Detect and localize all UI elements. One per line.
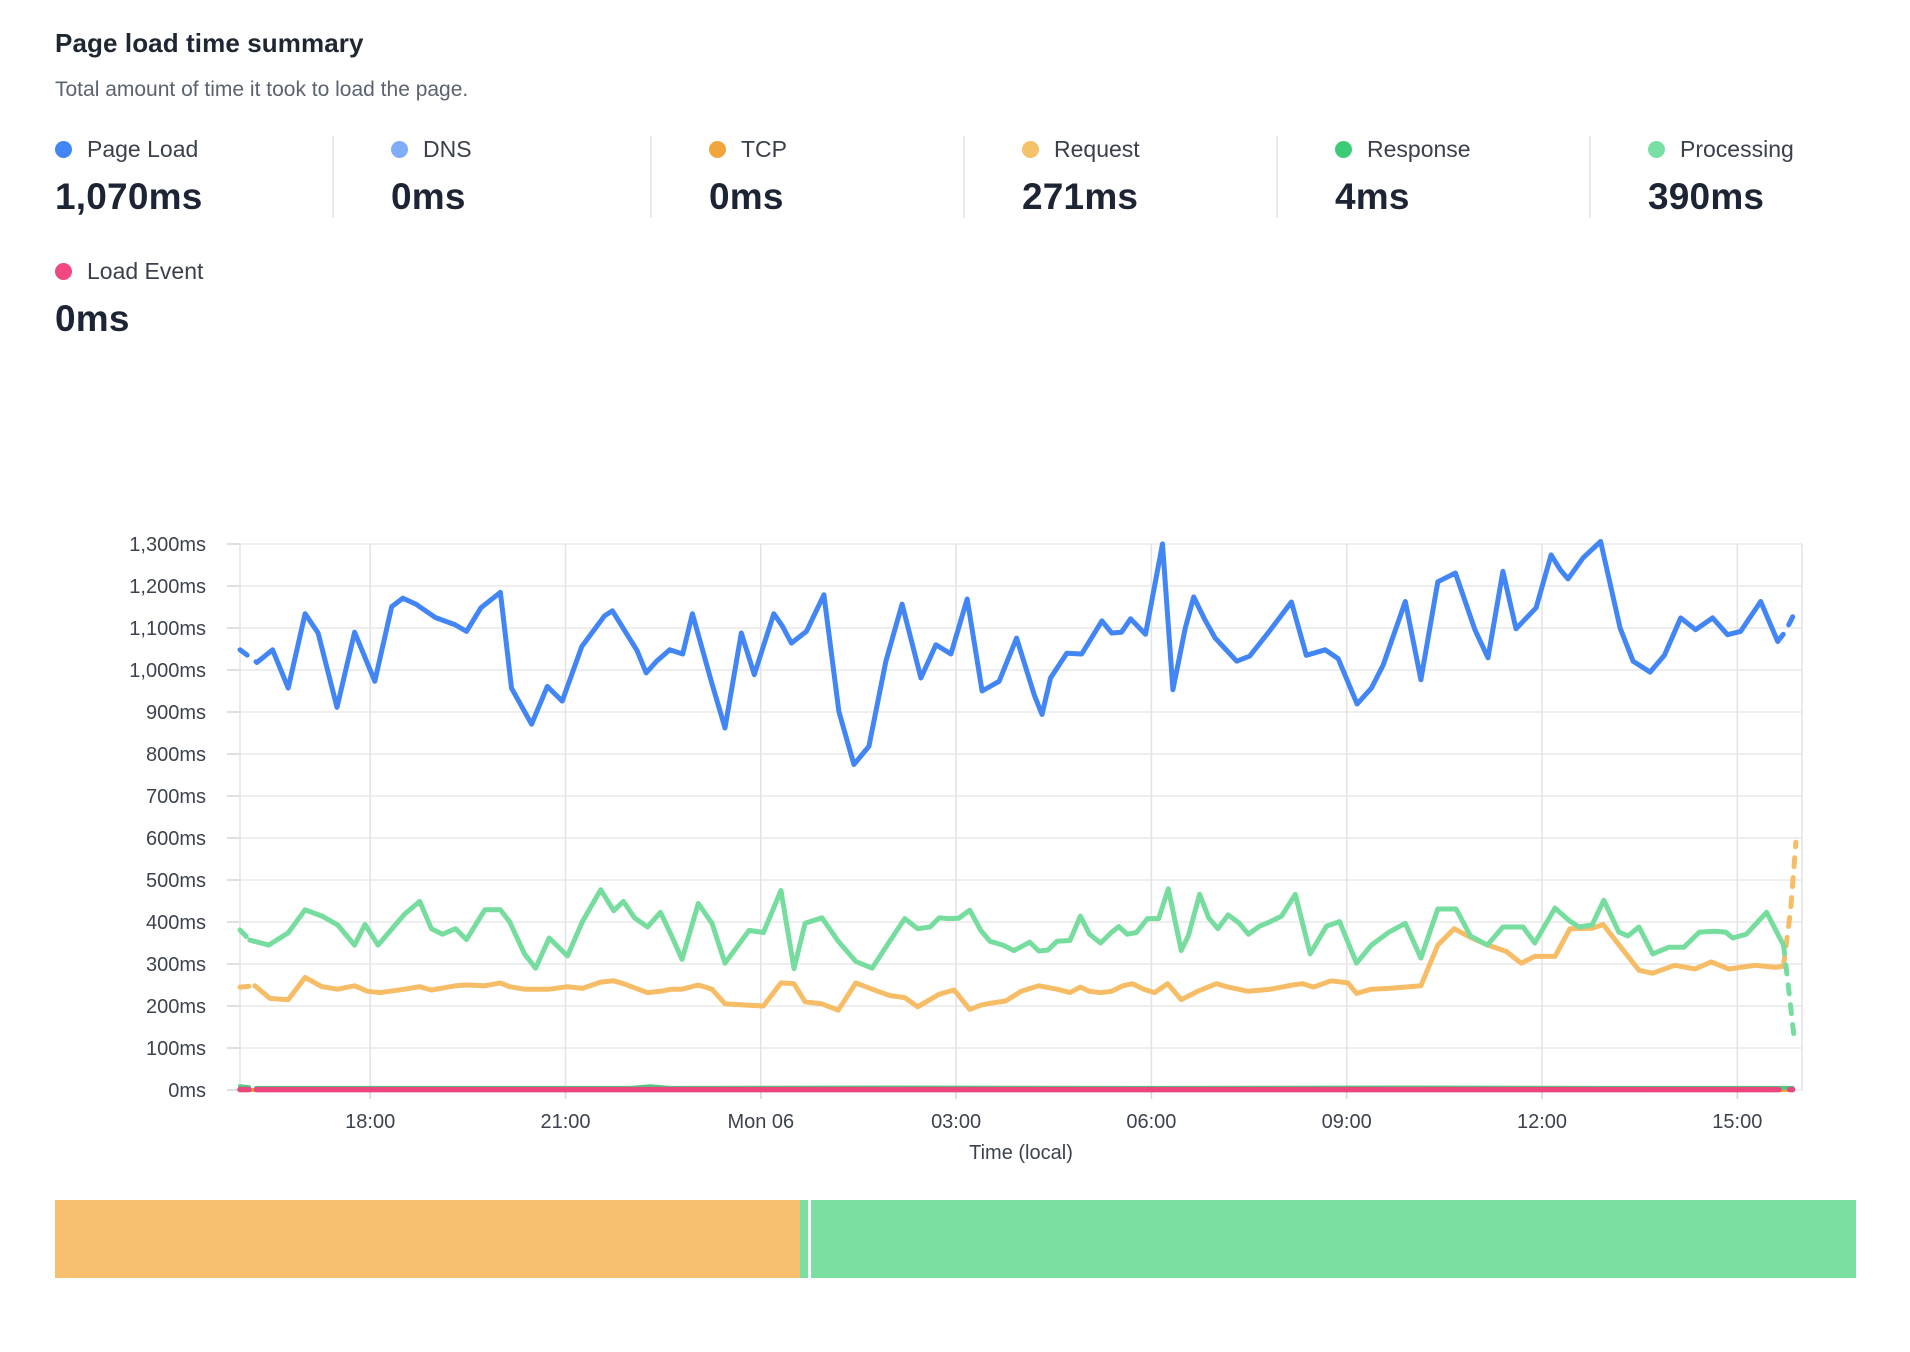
svg-text:21:00: 21:00 xyxy=(540,1111,590,1133)
svg-text:900ms: 900ms xyxy=(146,702,206,724)
metric-value: 0ms xyxy=(709,176,784,217)
svg-text:09:00: 09:00 xyxy=(1322,1111,1372,1133)
timeline-phase-bar[interactable] xyxy=(55,1200,1856,1278)
metric-label: TCP xyxy=(741,136,787,162)
svg-text:1,300ms: 1,300ms xyxy=(129,534,206,556)
svg-text:1,000ms: 1,000ms xyxy=(129,660,206,682)
svg-text:200ms: 200ms xyxy=(146,996,206,1018)
bar-segment-response-phase[interactable] xyxy=(810,1200,1856,1278)
load-event-dot-icon xyxy=(55,263,72,280)
metric-label: Request xyxy=(1054,136,1140,162)
request-dot-icon xyxy=(1022,141,1039,158)
metric-label: Load Event xyxy=(87,258,204,284)
metric-label: Processing xyxy=(1680,136,1794,162)
metric-label: Page Load xyxy=(87,136,199,162)
svg-text:700ms: 700ms xyxy=(146,786,206,808)
metric-value: 0ms xyxy=(55,298,130,339)
metric-value: 1,070ms xyxy=(55,176,203,217)
svg-text:400ms: 400ms xyxy=(146,912,206,934)
svg-text:300ms: 300ms xyxy=(146,954,206,976)
svg-text:600ms: 600ms xyxy=(146,828,206,850)
legend-item-page-load[interactable]: Page Load 1,070ms xyxy=(55,136,332,218)
page-title: Page load time summary xyxy=(55,28,364,58)
metric-value: 271ms xyxy=(1022,176,1139,217)
legend-item-request[interactable]: Request 271ms xyxy=(963,136,1276,218)
tcp-dot-icon xyxy=(709,141,726,158)
legend-item-processing[interactable]: Processing 390ms xyxy=(1589,136,1849,218)
svg-text:12:00: 12:00 xyxy=(1517,1111,1567,1133)
response-dot-icon xyxy=(1335,141,1352,158)
legend-item-response[interactable]: Response 4ms xyxy=(1276,136,1589,218)
svg-text:06:00: 06:00 xyxy=(1126,1111,1176,1133)
svg-text:15:00: 15:00 xyxy=(1712,1111,1762,1133)
metric-value: 4ms xyxy=(1335,176,1410,217)
legend-item-dns[interactable]: DNS 0ms xyxy=(332,136,650,218)
page-subtitle: Total amount of time it took to load the… xyxy=(55,78,469,101)
card-header: Page load time summary Total amount of t… xyxy=(0,0,1910,102)
svg-text:500ms: 500ms xyxy=(146,870,206,892)
svg-text:800ms: 800ms xyxy=(146,744,206,766)
legend-metrics-row: Page Load 1,070ms DNS 0ms TCP 0ms Reques… xyxy=(55,136,1910,218)
page-load-time-chart[interactable]: 0ms 100ms 200ms 300ms 400ms 500ms 600ms 700ms 80… xyxy=(0,418,1910,1198)
bar-segment-gap[interactable] xyxy=(807,1200,811,1278)
svg-text:18:00: 18:00 xyxy=(345,1111,395,1133)
dns-dot-icon xyxy=(391,141,408,158)
metric-label: DNS xyxy=(423,136,472,162)
processing-dot-icon xyxy=(1648,141,1665,158)
svg-text:100ms: 100ms xyxy=(146,1038,206,1060)
legend-item-tcp[interactable]: TCP 0ms xyxy=(650,136,963,218)
svg-text:03:00: 03:00 xyxy=(931,1111,981,1133)
svg-text:1,100ms: 1,100ms xyxy=(129,618,206,640)
metric-value: 390ms xyxy=(1648,176,1765,217)
bar-segment-green-sliver[interactable] xyxy=(800,1200,808,1278)
svg-text:Mon 06: Mon 06 xyxy=(727,1111,794,1133)
metric-value: 0ms xyxy=(391,176,466,217)
svg-text:1,200ms: 1,200ms xyxy=(129,576,206,598)
svg-text:0ms: 0ms xyxy=(168,1080,206,1102)
page-load-dot-icon xyxy=(55,141,72,158)
svg-text:Time (local): Time (local) xyxy=(969,1142,1073,1164)
bar-segment-request-phase[interactable] xyxy=(55,1200,801,1278)
legend-item-load-event[interactable]: Load Event 0ms xyxy=(55,258,1910,340)
metric-label: Response xyxy=(1367,136,1471,162)
